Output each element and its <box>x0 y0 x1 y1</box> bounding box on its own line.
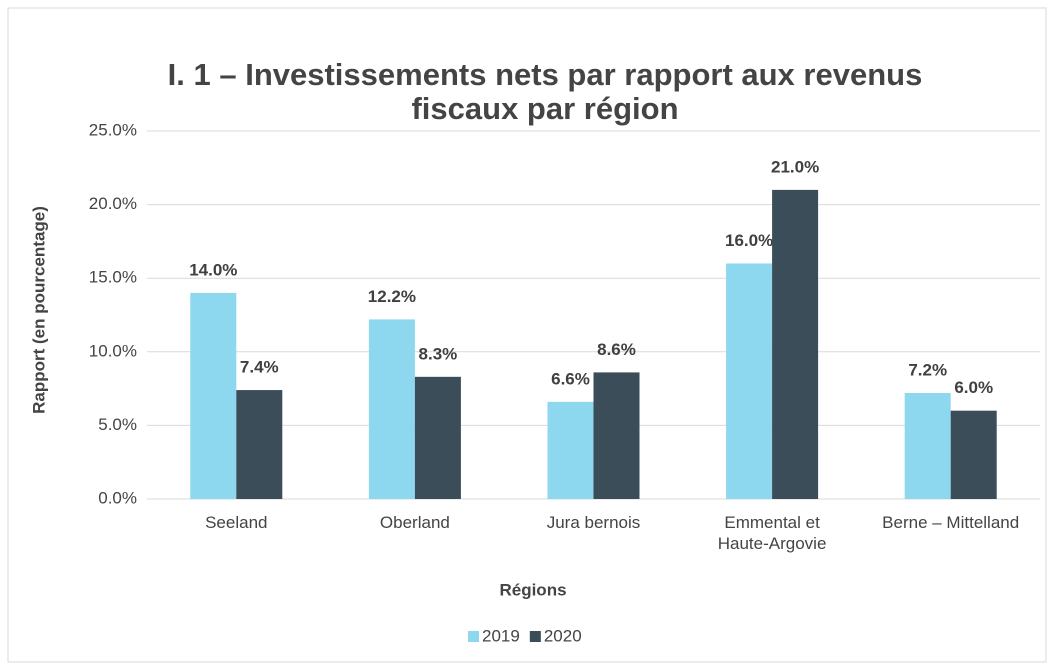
x-tick-label: Jura bernois <box>546 513 641 532</box>
data-label: 8.3% <box>419 344 458 363</box>
x-axis-title: Régions <box>499 580 566 599</box>
bar <box>726 263 773 499</box>
bar <box>593 372 640 499</box>
x-tick-label: Emmental et Haute-Argovie <box>717 513 827 553</box>
y-axis-title: Rapport (en pourcentage) <box>29 206 48 414</box>
data-label: 14.0% <box>189 260 237 279</box>
bar <box>772 189 819 499</box>
data-label: 7.4% <box>240 358 279 377</box>
bar <box>368 319 415 499</box>
chart-border <box>7 7 1047 663</box>
bar <box>904 393 951 499</box>
x-tick-label: Seeland <box>205 513 268 532</box>
data-label: 6.6% <box>551 369 590 388</box>
data-label: 16.0% <box>725 231 773 250</box>
legend-label: 2019 <box>482 626 520 645</box>
y-tick-label: 0.0% <box>98 488 137 507</box>
x-tick-label: Berne – Mittelland <box>882 513 1020 532</box>
bar <box>236 390 283 499</box>
bar <box>414 376 461 499</box>
legend-swatch <box>529 631 541 642</box>
y-tick-label: 5.0% <box>98 415 137 434</box>
data-label: 21.0% <box>771 157 819 176</box>
legend-label: 2020 <box>544 626 582 645</box>
chart-title: I. 1 – Investissements nets par rapport … <box>167 57 923 126</box>
data-label: 7.2% <box>908 361 947 380</box>
data-label: 6.0% <box>954 378 993 397</box>
bar <box>547 401 594 499</box>
y-tick-label: 20.0% <box>89 194 137 213</box>
y-tick-label: 15.0% <box>89 268 137 287</box>
data-label: 8.6% <box>597 340 636 359</box>
data-label: 12.2% <box>368 287 416 306</box>
bar <box>190 292 237 499</box>
y-tick-label: 10.0% <box>89 341 137 360</box>
x-tick-label: Oberland <box>379 513 450 532</box>
y-tick-label: 25.0% <box>89 120 137 139</box>
bar <box>950 410 997 499</box>
legend-swatch <box>468 631 479 642</box>
